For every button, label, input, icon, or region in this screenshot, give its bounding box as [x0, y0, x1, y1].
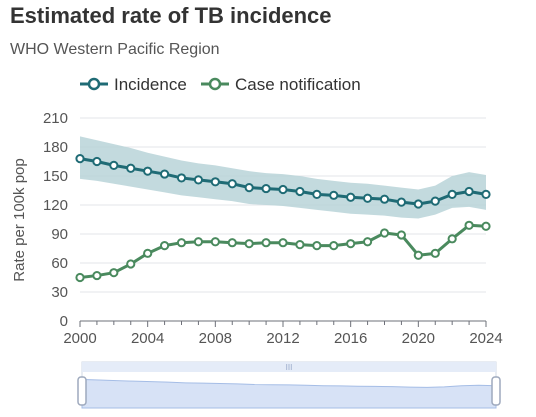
y-axis-ticks: 0 30 60 90 120 150 180 210: [43, 110, 68, 330]
data-point-case-notification[interactable]: [430, 248, 440, 258]
x-axis: 2000 2004 2008 2012 2016 2020 2024: [63, 320, 503, 347]
data-point-incidence[interactable]: [312, 189, 322, 199]
data-point-incidence[interactable]: [261, 183, 271, 194]
x-tick-label: 2012: [266, 330, 299, 347]
slider-preview-area: [81, 378, 497, 409]
x-tick-label: 2008: [199, 330, 232, 347]
data-point-incidence[interactable]: [346, 192, 356, 202]
data-point-incidence[interactable]: [193, 175, 204, 185]
slider-top-bar[interactable]: [82, 362, 496, 372]
y-tick-label: 210: [43, 110, 68, 127]
data-point-incidence[interactable]: [109, 160, 119, 170]
data-point-case-notification[interactable]: [447, 234, 457, 244]
series-line-case-notification: [79, 223, 487, 279]
data-point-incidence[interactable]: [447, 189, 457, 199]
data-point-incidence[interactable]: [176, 173, 187, 183]
data-point-incidence[interactable]: [143, 166, 153, 176]
data-point-incidence[interactable]: [159, 169, 170, 179]
data-point-case-notification[interactable]: [176, 238, 187, 248]
incidence-uncertainty-band: [80, 136, 486, 219]
data-point-case-notification[interactable]: [312, 241, 322, 251]
data-point-case-notification[interactable]: [413, 250, 423, 260]
data-point-incidence[interactable]: [396, 197, 407, 207]
data-point-case-notification[interactable]: [261, 238, 271, 248]
slider-left-handle[interactable]: [77, 376, 87, 406]
data-point-incidence[interactable]: [126, 163, 136, 173]
data-point-incidence[interactable]: [278, 184, 288, 195]
x-tick-label: 2016: [334, 330, 367, 347]
data-point-case-notification[interactable]: [295, 240, 305, 250]
legend-label-incidence: Incidence: [114, 75, 187, 94]
data-point-case-notification[interactable]: [126, 259, 136, 269]
data-point-case-notification[interactable]: [210, 237, 220, 247]
data-point-incidence[interactable]: [362, 193, 373, 203]
data-point-case-notification[interactable]: [92, 270, 102, 281]
data-point-incidence[interactable]: [295, 186, 305, 197]
x-tick-label: 2004: [131, 330, 164, 347]
data-point-case-notification[interactable]: [464, 220, 474, 230]
data-point-case-notification[interactable]: [396, 230, 407, 240]
legend-item-incidence[interactable]: Incidence: [80, 75, 187, 94]
slider-move-handle[interactable]: III: [286, 363, 293, 372]
data-point-case-notification[interactable]: [346, 239, 356, 249]
data-point-incidence[interactable]: [244, 183, 254, 193]
data-point-incidence[interactable]: [227, 179, 237, 189]
data-point-case-notification[interactable]: [481, 221, 491, 231]
y-tick-label: 0: [60, 313, 68, 330]
data-point-case-notification[interactable]: [227, 238, 237, 248]
data-point-case-notification[interactable]: [109, 268, 119, 278]
chart-title: Estimated rate of TB incidence: [10, 3, 332, 28]
legend: Incidence Case notification: [80, 75, 361, 94]
series-points: [75, 154, 491, 283]
data-point-incidence[interactable]: [481, 189, 491, 199]
data-point-case-notification[interactable]: [379, 228, 390, 238]
data-point-incidence[interactable]: [329, 190, 339, 200]
slider-right-handle[interactable]: [491, 376, 501, 406]
data-point-case-notification[interactable]: [244, 239, 254, 249]
data-point-incidence[interactable]: [430, 196, 440, 206]
data-point-incidence[interactable]: [210, 177, 220, 187]
data-point-case-notification[interactable]: [143, 248, 153, 258]
y-tick-label: 30: [51, 284, 68, 301]
data-point-incidence[interactable]: [413, 199, 423, 209]
y-tick-label: 90: [51, 226, 68, 243]
data-point-case-notification[interactable]: [278, 238, 288, 248]
data-point-incidence[interactable]: [379, 194, 390, 204]
data-zoom-slider[interactable]: III: [77, 361, 501, 409]
y-tick-label: 150: [43, 168, 68, 185]
legend-label-case-notification: Case notification: [235, 75, 361, 94]
legend-item-case-notification[interactable]: Case notification: [201, 75, 361, 94]
data-point-incidence[interactable]: [75, 154, 85, 164]
data-point-incidence[interactable]: [464, 186, 474, 197]
data-point-case-notification[interactable]: [362, 237, 373, 247]
uncertainty-band: [80, 136, 486, 219]
chart-subtitle: WHO Western Pacific Region: [10, 41, 220, 58]
y-tick-label: 60: [51, 255, 68, 272]
y-tick-label: 180: [43, 139, 68, 156]
data-point-incidence[interactable]: [92, 156, 102, 167]
data-point-case-notification[interactable]: [329, 241, 339, 251]
y-axis-label: Rate per 100k pop: [11, 158, 28, 281]
x-tick-label: 2020: [402, 330, 435, 347]
data-point-case-notification[interactable]: [193, 237, 204, 247]
x-tick-label: 2024: [469, 330, 502, 347]
data-point-case-notification[interactable]: [75, 272, 85, 283]
x-tick-label: 2000: [63, 330, 96, 347]
y-tick-label: 120: [43, 197, 68, 214]
data-point-case-notification[interactable]: [159, 241, 170, 251]
